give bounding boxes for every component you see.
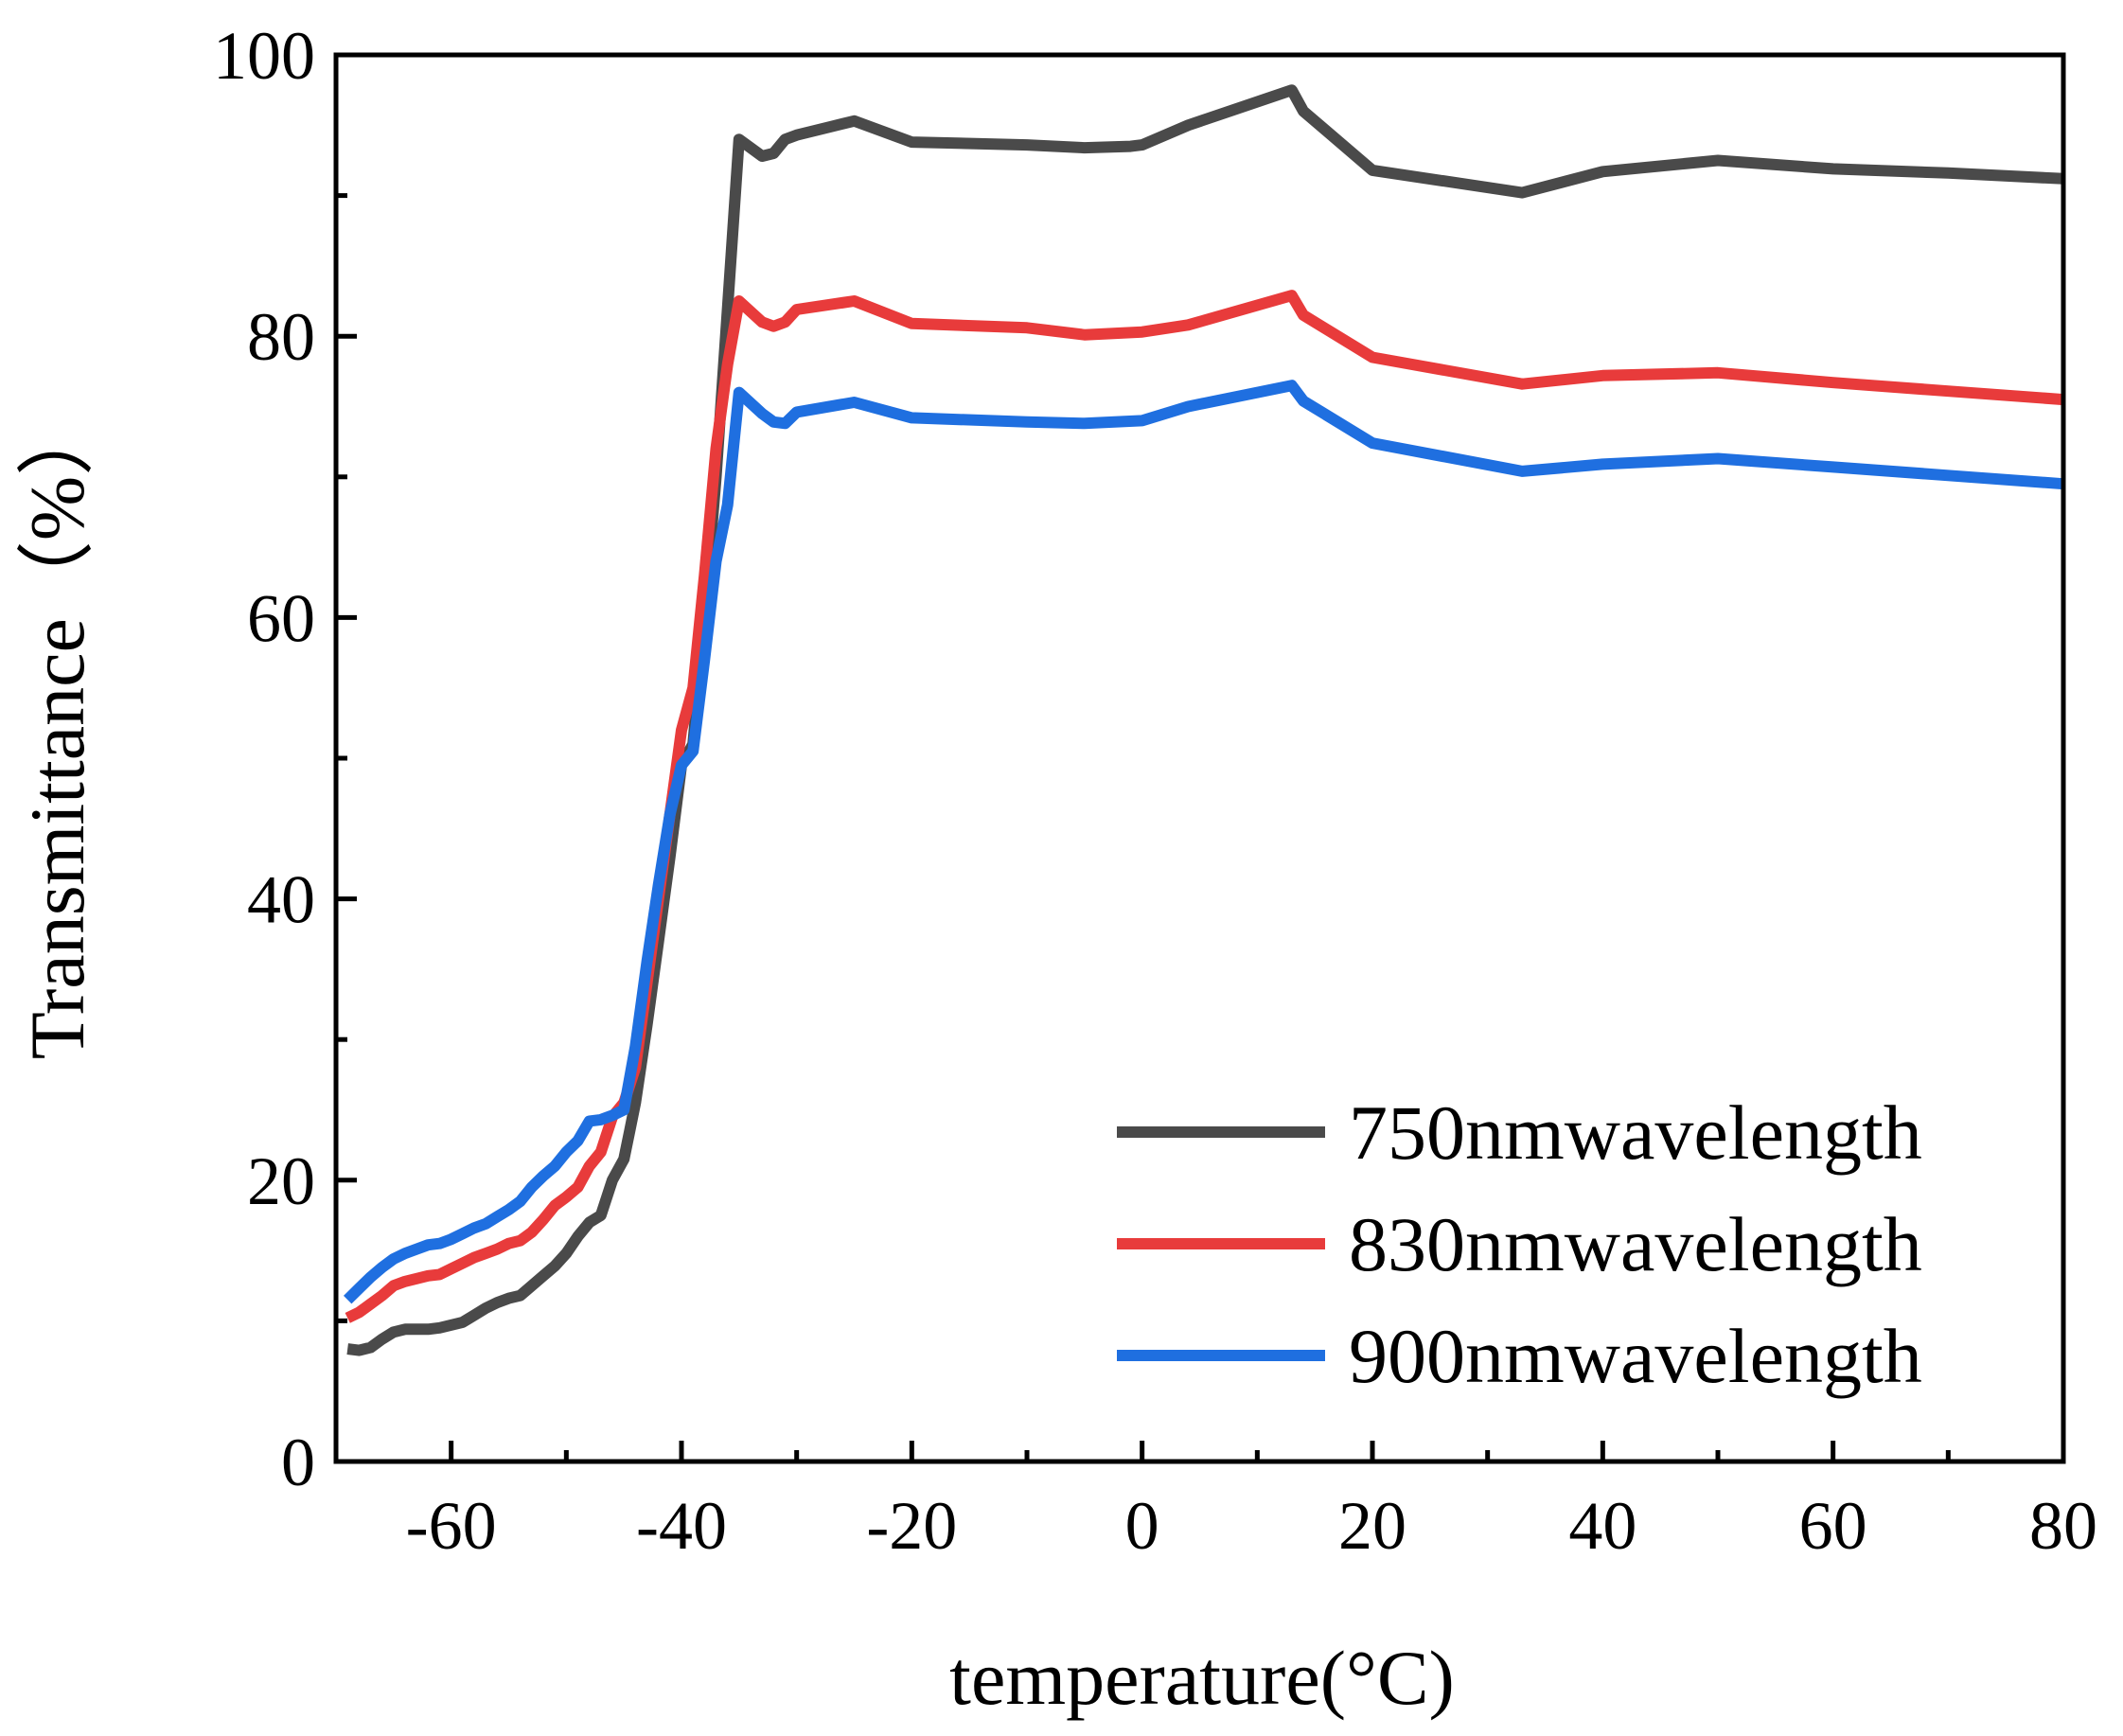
series-line-900nmwavelength (343, 380, 2064, 1304)
x-tick-label: 20 (1338, 1488, 1406, 1564)
plot-frame (333, 52, 2066, 1464)
y-tick-label: 0 (281, 1425, 315, 1500)
y-tick-label: 20 (247, 1143, 315, 1219)
x-tick-label: 60 (1799, 1488, 1867, 1564)
x-tick-label: -20 (866, 1488, 957, 1564)
x-tick-label: 80 (2029, 1488, 2097, 1564)
legend-label-750nmwavelength: 750nmwavelength (1349, 1089, 1922, 1176)
y-tick-label: 40 (247, 862, 315, 938)
data-series (343, 84, 2064, 1356)
x-tick-label: -60 (406, 1488, 497, 1564)
y-tick-label: 60 (247, 580, 315, 656)
y-tick-label: 80 (247, 299, 315, 375)
x-axis-title: temperature(°C) (949, 1635, 1455, 1721)
y-tick-label: 100 (213, 18, 315, 94)
y-axis-title: Transmittance（%） (14, 399, 100, 1059)
legend-label-900nmwavelength: 900nmwavelength (1349, 1313, 1922, 1399)
y-tick-labels: 0 20 40 60 80 100 (213, 18, 315, 1500)
x-tick-label: -40 (636, 1488, 727, 1564)
x-tick-label: 40 (1568, 1488, 1636, 1564)
legend: 750nmwavelength 830nmwavelength 900nmwavel… (1117, 1089, 1922, 1399)
x-tick-labels: -60 -40 -20 0 20 40 60 80 (406, 1488, 2097, 1564)
x-tick-label: 0 (1125, 1488, 1159, 1564)
legend-label-830nmwavelength: 830nmwavelength (1349, 1201, 1922, 1287)
